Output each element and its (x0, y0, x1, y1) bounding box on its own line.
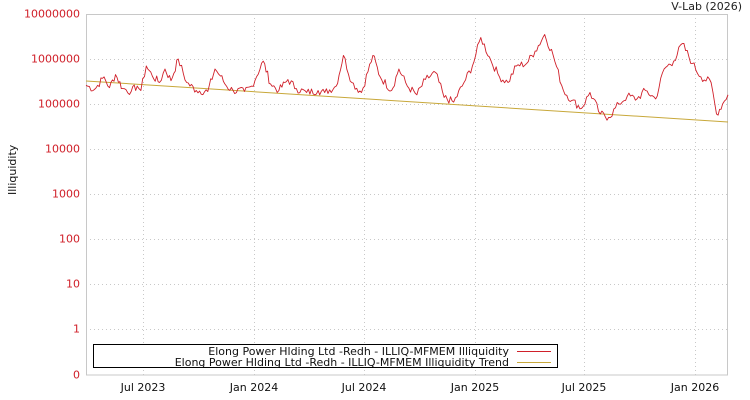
plot-frame (86, 14, 728, 376)
y-tick: 10 (66, 277, 80, 291)
y-tick: 100000 (38, 97, 80, 111)
y-tick: 100 (59, 232, 80, 246)
legend-label: Elong Power Hlding Ltd -Redh - ILLIQ-MFM… (174, 356, 509, 369)
trend-line (85, 80, 729, 123)
legend: Elong Power Hlding Ltd -Redh - ILLIQ-MFM… (93, 344, 558, 369)
legend-swatch-gold (517, 362, 551, 363)
x-tick: Jan 2024 (229, 381, 279, 394)
y-tick: 1 (73, 322, 80, 336)
y-tick: 10000 (45, 142, 80, 156)
y-tick: 1000000 (31, 52, 80, 66)
y-tick: 1000 (52, 187, 80, 201)
x-tick: Jan 2025 (450, 381, 500, 394)
x-tick: Jul 2025 (561, 381, 607, 394)
y-tick: 0 (73, 368, 80, 382)
legend-label: Elong Power Hlding Ltd -Redh - ILLIQ-MFM… (208, 345, 509, 358)
legend-swatch-red (517, 351, 551, 352)
x-tick: Jan 2026 (670, 381, 720, 394)
legend-item-illiquidity: Elong Power Hlding Ltd -Redh - ILLIQ-MFM… (208, 345, 551, 358)
grid (86, 14, 728, 375)
x-tick: Jul 2023 (120, 381, 166, 394)
legend-item-trend: Elong Power Hlding Ltd -Redh - ILLIQ-MFM… (175, 356, 551, 369)
illiquidity-line (85, 34, 729, 121)
source-credit: V-Lab (2026) (671, 0, 742, 13)
x-tick: Jul 2024 (341, 381, 387, 394)
y-tick: 10000000 (24, 7, 80, 21)
